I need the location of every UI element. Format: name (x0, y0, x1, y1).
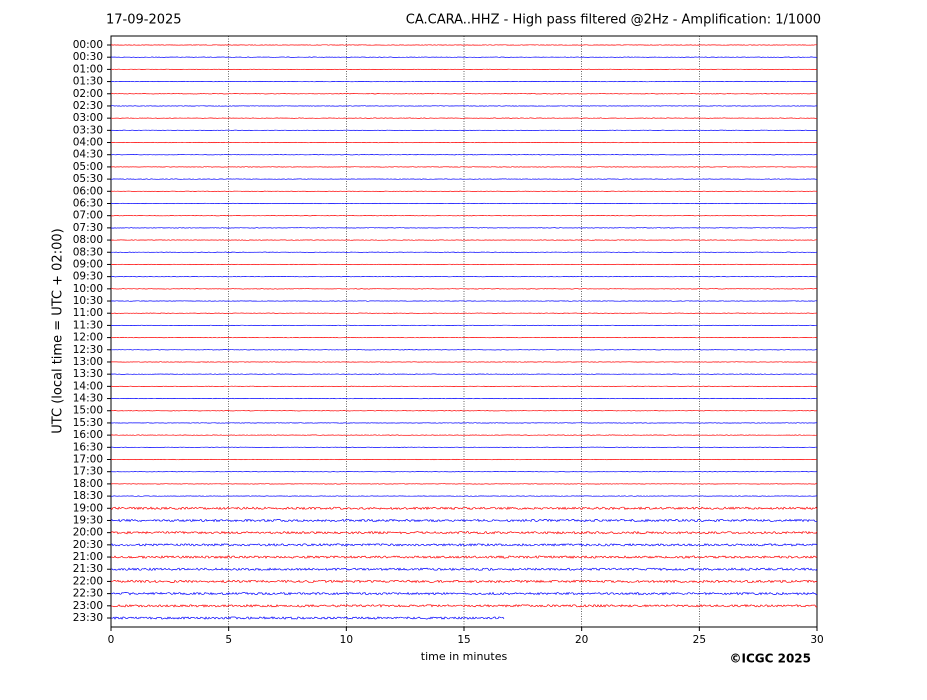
y-tick-label: 11:30 (73, 319, 103, 331)
y-tick-label: 13:00 (73, 356, 103, 368)
y-tick-label: 15:00 (73, 405, 103, 417)
seismic-trace (111, 81, 817, 82)
seismic-trace (111, 472, 817, 473)
x-tick-label: 30 (810, 634, 823, 646)
y-tick-label: 17:00 (73, 454, 103, 466)
y-tick-label: 09:30 (73, 271, 103, 283)
seismic-trace (111, 191, 817, 192)
seismic-trace (111, 411, 817, 412)
x-tick-label: 25 (693, 634, 706, 646)
y-tick-label: 06:00 (73, 185, 103, 197)
y-tick-label: 08:00 (73, 234, 103, 246)
x-tick-label: 5 (225, 634, 232, 646)
y-tick-label: 21:00 (73, 551, 103, 563)
credit: ©ICGC 2025 (729, 652, 811, 666)
y-tick-label: 22:00 (73, 575, 103, 587)
seismic-trace (111, 350, 817, 351)
y-tick-label: 19:30 (73, 514, 103, 526)
y-tick-label: 17:30 (73, 466, 103, 478)
seismic-trace (111, 580, 817, 582)
y-tick-label: 14:00 (73, 380, 103, 392)
y-tick-label: 07:30 (73, 222, 103, 234)
y-tick-label: 00:00 (73, 39, 103, 51)
y-tick-label: 04:00 (73, 137, 103, 149)
seismic-trace (111, 289, 817, 290)
y-axis-label: UTC (local time = UTC + 02:00) (51, 228, 66, 433)
seismic-trace (111, 130, 817, 131)
y-tick-label: 18:00 (73, 478, 103, 490)
date: 17-09-2025 (106, 13, 182, 28)
seismic-trace (111, 57, 817, 58)
seismic-trace (111, 325, 817, 326)
x-tick-label: 15 (457, 634, 470, 646)
y-tick-label: 23:00 (73, 600, 103, 612)
x-tick-label: 0 (108, 634, 115, 646)
y-tick-label: 19:00 (73, 502, 103, 514)
y-tick-label: 18:30 (73, 490, 103, 502)
x-axis-label: time in minutes (421, 650, 508, 663)
seismic-trace (111, 264, 817, 265)
y-tick-label: 05:30 (73, 173, 103, 185)
seismic-trace (111, 386, 817, 387)
seismic-trace (111, 496, 817, 497)
y-tick-label: 02:30 (73, 100, 103, 112)
seismic-trace (111, 167, 817, 168)
seismic-trace (111, 568, 817, 570)
y-tick-label: 02:00 (73, 88, 103, 100)
seismic-trace (111, 605, 817, 607)
seismic-trace (111, 142, 817, 143)
y-tick-label: 08:30 (73, 246, 103, 258)
y-tick-label: 22:30 (73, 588, 103, 600)
seismic-trace (111, 228, 817, 229)
seismic-trace (111, 203, 817, 204)
seismic-trace (111, 435, 817, 436)
y-tick-label: 11:00 (73, 307, 103, 319)
seismic-trace (111, 337, 817, 338)
y-tick-label: 01:30 (73, 76, 103, 88)
y-tick-label: 23:30 (73, 612, 103, 624)
y-tick-label: 16:00 (73, 429, 103, 441)
seismic-trace (111, 240, 817, 241)
seismic-trace (111, 252, 817, 253)
y-tick-label: 03:30 (73, 124, 103, 136)
seismic-trace (111, 532, 817, 534)
x-tick-label: 20 (575, 634, 588, 646)
y-tick-label: 10:00 (73, 283, 103, 295)
y-tick-label: 21:30 (73, 563, 103, 575)
y-tick-label: 07:00 (73, 210, 103, 222)
seismic-trace (111, 484, 817, 485)
y-tick-label: 12:00 (73, 332, 103, 344)
seismic-trace (111, 447, 817, 448)
y-tick-label: 20:00 (73, 527, 103, 539)
seismic-trace (111, 459, 817, 460)
seismic-trace (111, 617, 504, 619)
y-tick-label: 16:30 (73, 441, 103, 453)
seismic-trace (111, 313, 817, 314)
y-tick-label: 15:30 (73, 417, 103, 429)
seismic-trace (111, 69, 817, 70)
y-tick-label: 13:30 (73, 368, 103, 380)
y-tick-label: 00:30 (73, 51, 103, 63)
seismic-trace (111, 155, 817, 156)
y-tick-label: 09:00 (73, 258, 103, 270)
seismic-trace (111, 423, 817, 424)
y-tick-label: 12:30 (73, 344, 103, 356)
y-tick-label: 03:00 (73, 112, 103, 124)
y-tick-label: 20:30 (73, 539, 103, 551)
y-tick-label: 01:00 (73, 63, 103, 75)
y-tick-label: 06:30 (73, 197, 103, 209)
seismic-trace (111, 179, 817, 180)
seismic-trace (111, 362, 817, 363)
seismic-trace (111, 118, 817, 119)
seismic-trace (111, 398, 817, 399)
seismic-trace (111, 276, 817, 277)
chart-title: CA.CARA..HHZ - High pass filtered @2Hz -… (406, 13, 821, 28)
y-tick-label: 04:30 (73, 149, 103, 161)
seismic-trace (111, 215, 817, 216)
y-tick-label: 10:30 (73, 295, 103, 307)
x-tick-label: 10 (340, 634, 353, 646)
y-tick-label: 14:30 (73, 393, 103, 405)
y-tick-label: 05:00 (73, 161, 103, 173)
